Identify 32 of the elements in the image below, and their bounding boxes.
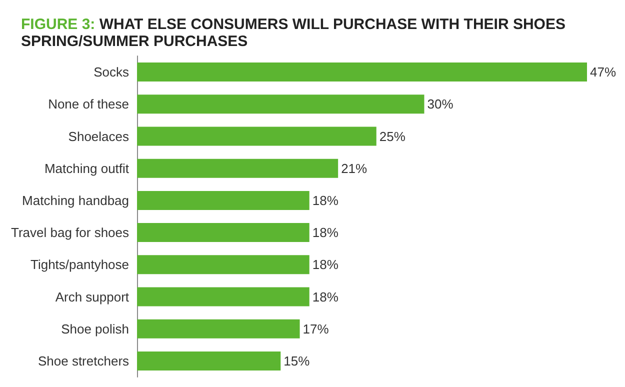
y-tick-label: Tights/pantyhose — [30, 257, 130, 272]
data-label: 15% — [284, 353, 310, 368]
data-label: 18% — [312, 225, 339, 240]
chart-subtitle: SPRING/SUMMER PURCHASES — [21, 33, 248, 50]
bar — [137, 351, 281, 370]
y-tick-label: None of these — [48, 96, 130, 112]
data-label: 25% — [379, 128, 406, 144]
data-label: 18% — [312, 289, 339, 304]
y-tick-label: Travel bag for shoes — [10, 225, 130, 240]
data-label: 21% — [341, 160, 368, 176]
bar — [137, 94, 424, 114]
y-tick-label: Matching handbag — [22, 192, 130, 208]
bar — [137, 287, 310, 306]
data-label: 18% — [312, 257, 339, 272]
data-label: 17% — [302, 321, 330, 336]
bar — [137, 158, 338, 178]
y-tick-label: Shoe stretchers — [38, 353, 130, 368]
bar — [137, 255, 310, 274]
bar — [137, 190, 310, 210]
data-label: 47% — [590, 64, 616, 80]
bar — [137, 126, 376, 146]
y-tick-label: Arch support — [55, 289, 130, 304]
y-tick-label: Shoelaces — [68, 128, 130, 144]
y-tick-label: Matching outfit — [44, 160, 130, 176]
bar — [137, 62, 587, 82]
chart-title: FIGURE 3: WHAT ELSE CONSUMERS WILL PURCHASE WITH THEIR SHOES — [21, 16, 566, 33]
bar — [137, 319, 300, 338]
bar — [137, 223, 310, 242]
y-tick-label: Socks — [94, 64, 130, 80]
data-label: 30% — [427, 96, 454, 112]
data-label: 18% — [312, 192, 339, 208]
y-tick-label: Shoe polish — [61, 321, 130, 336]
